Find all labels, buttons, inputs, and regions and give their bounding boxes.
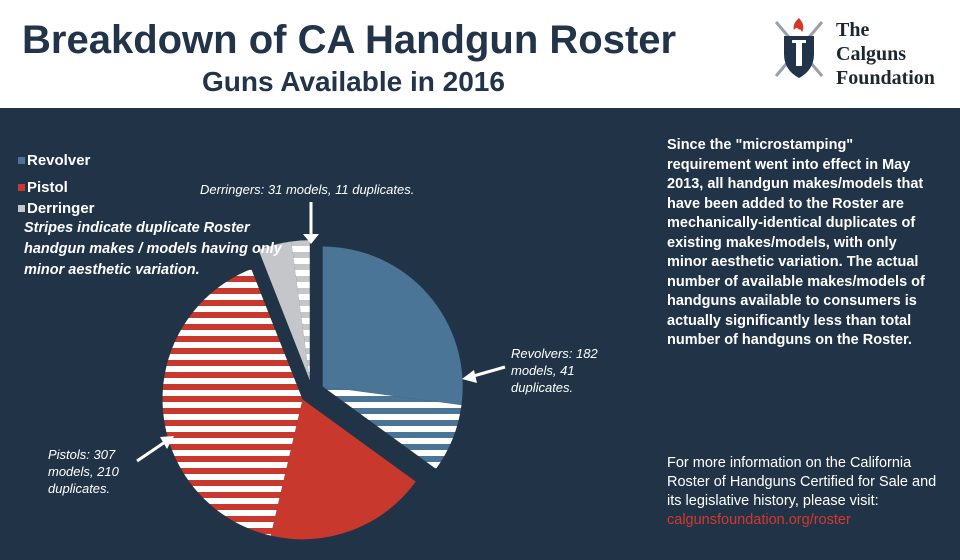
legend-label-revolver: Revolver xyxy=(27,152,91,169)
page-subtitle: Guns Available in 2016 xyxy=(202,66,505,97)
chart-legend: Revolver Pistol Derringer xyxy=(18,150,95,219)
logo-line-the: The xyxy=(836,19,870,41)
more-info-text: For more information on the California R… xyxy=(667,455,937,509)
header: Breakdown of CA Handgun Roster Guns Avai… xyxy=(0,0,960,108)
legend-label-pistol: Pistol xyxy=(27,179,68,196)
derringer-arrowhead-icon xyxy=(303,234,319,244)
pistol-arrow-icon xyxy=(136,438,169,463)
microstamping-explanation: Since the "microstamping" requirement we… xyxy=(667,137,925,348)
more-info: For more information on the California R… xyxy=(667,454,937,530)
legend-item-derringer: Derringer xyxy=(18,198,95,219)
legend-note: Stripes indicate duplicate Roster handgu… xyxy=(24,220,282,278)
roster-link[interactable]: calgunsfoundation.org/roster xyxy=(667,512,851,528)
legend-swatch-revolver xyxy=(18,157,25,164)
legend-item-revolver: Revolver xyxy=(18,150,95,171)
pie-slice-revolver-duplicates xyxy=(322,386,462,469)
chart-panel xyxy=(0,108,960,560)
logo-line-calguns: Calguns xyxy=(836,43,907,65)
derringer-callout: Derringers: 31 models, 11 duplicates. xyxy=(200,182,415,197)
revolver-arrow-icon xyxy=(469,365,506,379)
pie-slice-derringer-unique xyxy=(258,241,310,381)
pistol-arrowhead-icon xyxy=(160,436,174,449)
legend-label-derringer: Derringer xyxy=(27,200,95,217)
legend-swatch-pistol xyxy=(18,184,25,191)
calguns-shield-icon xyxy=(774,18,824,78)
callout-arrows xyxy=(136,202,506,463)
logo-line-foundation: Foundation xyxy=(836,67,935,89)
legend-item-pistol: Pistol xyxy=(18,177,95,198)
pie-slice-pistol-unique xyxy=(270,399,416,540)
legend-swatch-derringer xyxy=(18,205,25,212)
pie-slice-pistol-duplicates xyxy=(162,269,303,536)
pie-slice-derringer-duplicates xyxy=(291,240,310,381)
revolver-callout: Revolvers: 182 models, 41 duplicates. xyxy=(511,346,598,395)
pie-slice-revolver-unique xyxy=(322,246,463,406)
pistol-callout: Pistols: 307 models, 210 duplicates. xyxy=(48,447,119,496)
page-title: Breakdown of CA Handgun Roster xyxy=(22,18,677,62)
pie-slices xyxy=(162,240,463,540)
foundation-logo-text: The Calguns Foundation xyxy=(836,18,935,90)
revolver-arrowhead-icon xyxy=(462,370,477,383)
